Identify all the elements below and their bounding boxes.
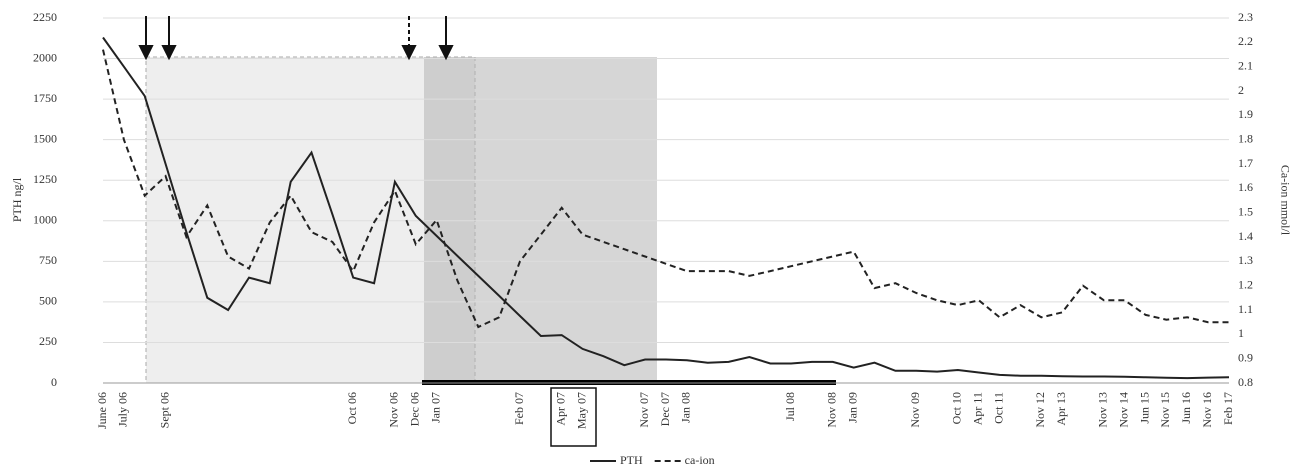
x-tick-label: Jun 16 (1179, 392, 1193, 424)
y-tick-label: 750 (39, 253, 57, 267)
x-tick-label: May 07 (574, 392, 588, 429)
x-tick-label: Nov 09 (908, 392, 922, 428)
y-tick-label: 1250 (33, 172, 57, 186)
x-tick-label: Nov 07 (637, 392, 651, 428)
y-tick-label: 0 (51, 375, 57, 389)
y2-tick-label: 2.2 (1238, 34, 1253, 48)
y2-tick-label: 1.3 (1238, 253, 1253, 267)
legend-label: ca-ion (685, 453, 715, 467)
y2-tick-label: 0.8 (1238, 375, 1253, 389)
x-tick-label: Oct 11 (991, 392, 1005, 424)
y2-axis-title: Ca-ion mmol/l (1278, 165, 1292, 236)
series-line (102, 49, 1229, 329)
x-tick-label: Jan 07 (428, 392, 442, 423)
x-tick-label: Oct 10 (950, 392, 964, 424)
y-tick-label: 500 (39, 294, 57, 308)
x-tick-label: Apr 13 (1054, 392, 1068, 426)
y2-tick-label: 2.3 (1238, 10, 1253, 24)
x-tick-label: Sept 06 (157, 392, 171, 428)
x-tick-label: Jan 09 (845, 392, 859, 423)
x-tick-label: Nov 16 (1200, 392, 1214, 428)
y2-tick-label: 0.9 (1238, 350, 1253, 364)
x-tick-label: July 06 (116, 392, 130, 427)
y-tick-label: 1500 (33, 131, 57, 145)
x-tick-label: Jun 15 (1137, 392, 1151, 424)
x-tick-label: Jul 08 (783, 392, 797, 421)
x-tick-label: Dec 06 (408, 392, 422, 426)
x-tick-label: Feb 07 (512, 392, 526, 425)
series-line (102, 36, 1230, 380)
x-tick-label: Feb 17 (1221, 392, 1235, 425)
x-tick-label: Oct 06 (345, 392, 359, 424)
arrow-head (438, 45, 454, 61)
y-tick-label: 2250 (33, 10, 57, 24)
y2-tick-label: 2 (1238, 83, 1244, 97)
y2-tick-label: 1 (1238, 326, 1244, 340)
x-tick-label: Nov 06 (387, 392, 401, 428)
x-tick-label: Apr 11 (971, 392, 985, 425)
y2-tick-label: 1.9 (1238, 107, 1253, 121)
y-tick-label: 2000 (33, 50, 57, 64)
x-tick-label: Dec 07 (658, 392, 672, 426)
y2-tick-label: 1.8 (1238, 131, 1253, 145)
legend-label: PTH (620, 453, 643, 467)
y2-tick-label: 1.5 (1238, 204, 1253, 218)
highlight-box (550, 387, 597, 447)
x-tick-label: Jan 08 (679, 392, 693, 423)
y-tick-label: 1000 (33, 213, 57, 227)
x-tick-label: Nov 08 (825, 392, 839, 428)
y-tick-label: 250 (39, 334, 57, 348)
x-tick-label: Nov 12 (1033, 392, 1047, 428)
x-tick-label: Nov 13 (1096, 392, 1110, 428)
y2-tick-label: 1.4 (1238, 229, 1253, 243)
y2-tick-label: 1.6 (1238, 180, 1253, 194)
x-tick-label: Nov 14 (1116, 392, 1130, 428)
x-tick-label: Nov 15 (1158, 392, 1172, 428)
x-tick-label: Apr 07 (553, 392, 567, 426)
y2-tick-label: 1.7 (1238, 156, 1253, 170)
y2-tick-label: 1.2 (1238, 277, 1253, 291)
arrow-head (161, 45, 177, 61)
y-axis-title: PTH ng/l (10, 177, 24, 222)
arrow-head (401, 45, 417, 61)
arrow-head (138, 45, 154, 61)
y2-tick-label: 1.1 (1238, 302, 1253, 316)
arrows (138, 16, 454, 61)
shaded-period (424, 57, 657, 383)
x-tick-label: June 06 (95, 392, 109, 429)
y-tick-label: 1750 (33, 91, 57, 105)
y2-tick-label: 2.1 (1238, 58, 1253, 72)
